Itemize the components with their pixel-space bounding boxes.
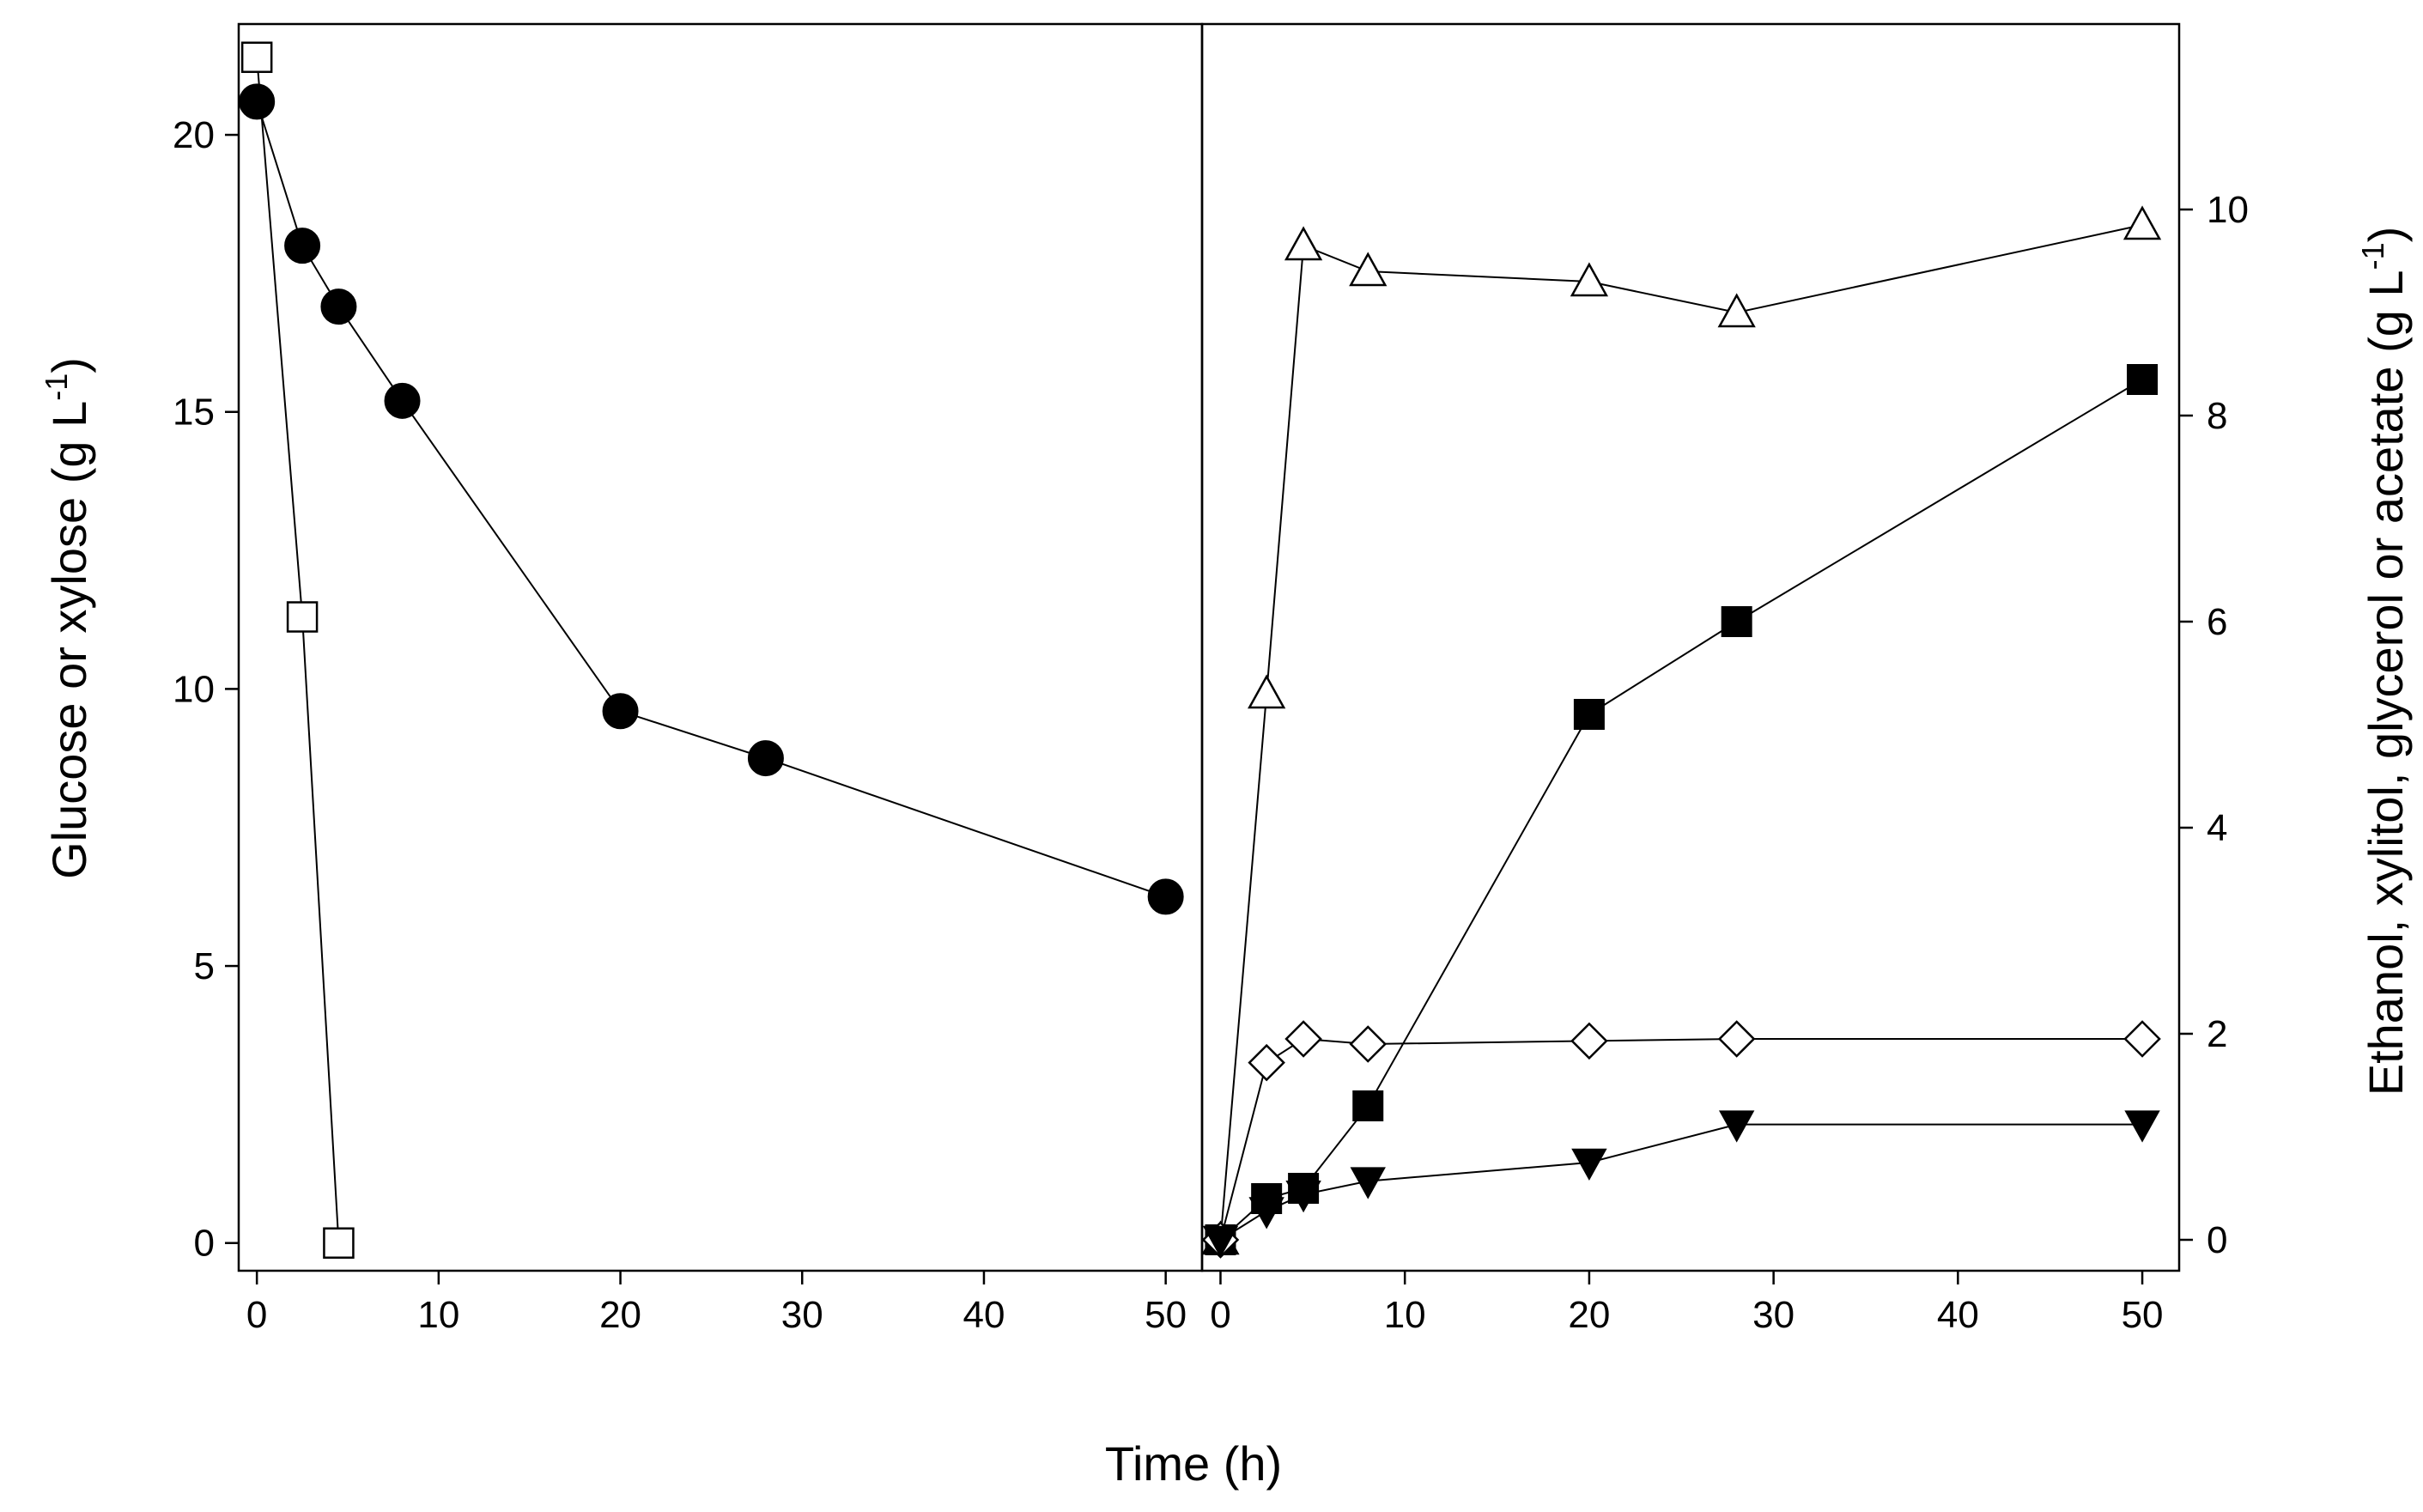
series-xylose [239, 83, 1184, 915]
series-acetate [1202, 1110, 2160, 1259]
x-axis-title: Time (h) [1105, 1436, 1282, 1491]
data-point-ethanol [1349, 252, 1388, 287]
left-y-axis-title: Glucose or xylose (g L-1) [39, 357, 96, 879]
data-point-xylitol [1721, 606, 1752, 637]
left-y-axis-title-close: ) [42, 357, 96, 373]
left-y-tick-label: 10 [173, 668, 215, 710]
data-point-xylitol [2127, 364, 2159, 395]
left-panel: 0 10 20 30 40 50 0 5 10 15 20 [173, 22, 1204, 1336]
data-point-acetate [1718, 1110, 1755, 1143]
left-x-tick-label: 20 [599, 1294, 641, 1336]
data-point-xylitol [1352, 1090, 1384, 1121]
data-point-ethanol [1284, 226, 1323, 261]
data-point-glucose [240, 41, 273, 73]
data-point-ethanol [1717, 293, 1756, 328]
right-y-tick-label: 2 [2207, 1013, 2227, 1055]
data-point-xylitol [1573, 699, 1605, 730]
series-line-ethanol [1219, 224, 2143, 1241]
right-x-tick-label: 30 [1752, 1294, 1794, 1336]
data-point-xylose [320, 288, 357, 325]
series-line-xylose [256, 101, 1166, 898]
right-panel-frame [1200, 22, 2181, 1272]
right-y-axis-title: Ethanol, xylitol, glycerol or acetate (g… [2355, 227, 2413, 1096]
left-x-tick-label: 30 [781, 1294, 823, 1336]
right-y-tick-label: 10 [2207, 189, 2249, 231]
right-y-tick-label: 0 [2207, 1219, 2227, 1261]
data-point-acetate [1248, 1197, 1284, 1230]
data-point-acetate [1285, 1181, 1321, 1213]
series-ethanol [1201, 205, 2162, 1255]
left-x-tick-label: 10 [417, 1294, 459, 1336]
data-point-glucose [323, 1227, 355, 1259]
series-xylitol [1205, 364, 2159, 1255]
data-point-glycerol [1717, 1020, 1756, 1058]
data-point-xylose [747, 740, 784, 777]
data-point-xylose [239, 83, 276, 120]
data-point-ethanol [1248, 674, 1286, 709]
right-y-tick-label: 8 [2207, 395, 2227, 437]
right-y-tick-label: 4 [2207, 807, 2227, 849]
left-y-axis-title-sup: -1 [39, 373, 74, 401]
left-y-tick-label: 15 [173, 392, 215, 434]
right-x-tick-label: 10 [1384, 1294, 1426, 1336]
right-y-axis-title-sup: -1 [2355, 242, 2390, 270]
data-point-acetate [1202, 1225, 1239, 1259]
left-panel-frame [237, 22, 1204, 1272]
right-y-tick-label: 6 [2207, 601, 2227, 643]
data-point-acetate [1350, 1167, 1386, 1199]
data-point-acetate [2124, 1110, 2160, 1143]
data-point-acetate [1571, 1148, 1607, 1181]
series-glucose [240, 41, 355, 1259]
right-x-tick-label: 0 [1210, 1294, 1230, 1336]
data-point-glycerol [1248, 1043, 1285, 1082]
data-point-glycerol [2123, 1020, 2161, 1058]
data-point-xylose [1147, 878, 1184, 915]
data-point-glycerol [1284, 1020, 1322, 1058]
data-point-xylose [602, 693, 639, 730]
data-point-ethanol [2122, 205, 2162, 240]
data-point-ethanol [1570, 262, 1609, 297]
left-y-tick-label: 5 [194, 945, 215, 987]
left-x-tick-label: 50 [1145, 1294, 1187, 1336]
data-point-glycerol [1349, 1025, 1388, 1063]
left-x-tick-label: 40 [963, 1294, 1005, 1336]
right-y-axis-title-close: ) [2359, 227, 2413, 243]
data-point-xylose [384, 382, 421, 419]
right-panel: 0 10 20 30 40 50 0 2 4 6 8 10 [1200, 22, 2249, 1336]
right-y-axis-title-main: Ethanol, xylitol, glycerol or acetate (g… [2359, 270, 2413, 1096]
right-x-tick-label: 50 [2122, 1294, 2164, 1336]
data-point-xylose [284, 228, 321, 264]
left-x-tick-label: 0 [246, 1294, 267, 1336]
right-x-tick-label: 20 [1568, 1294, 1610, 1336]
left-y-axis-title-main: Glucose or xylose (g L [42, 401, 96, 879]
left-y-tick-label: 20 [173, 114, 215, 156]
right-x-tick-label: 40 [1937, 1294, 1979, 1336]
data-point-glycerol [1570, 1022, 1608, 1060]
data-point-glucose [286, 601, 319, 633]
left-y-tick-label: 0 [194, 1223, 215, 1265]
